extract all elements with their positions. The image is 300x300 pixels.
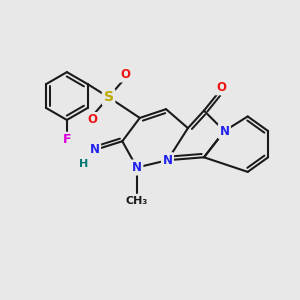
Text: N: N: [219, 124, 230, 137]
Text: O: O: [216, 81, 226, 94]
Text: O: O: [87, 113, 97, 127]
Text: N: N: [163, 154, 172, 167]
Text: N: N: [132, 161, 142, 174]
Text: F: F: [63, 133, 71, 146]
Text: H: H: [79, 159, 88, 169]
Text: O: O: [120, 68, 130, 81]
Text: CH₃: CH₃: [126, 196, 148, 206]
Text: S: S: [103, 90, 114, 104]
Text: N: N: [90, 143, 100, 157]
